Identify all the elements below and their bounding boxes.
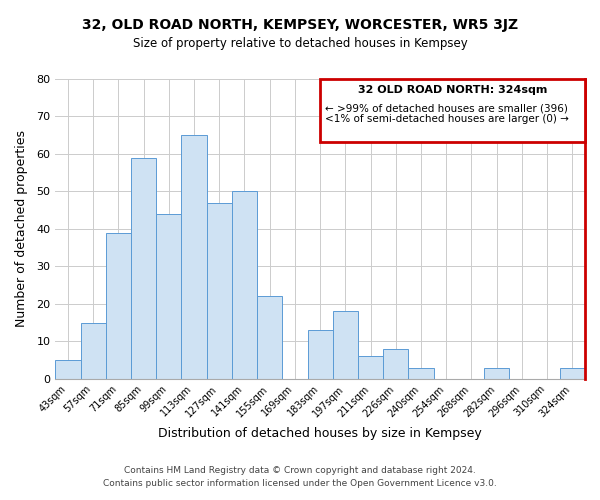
Bar bbox=[257, 296, 283, 379]
Bar bbox=[106, 232, 131, 379]
Bar bbox=[156, 214, 181, 379]
Bar bbox=[560, 368, 585, 379]
Bar bbox=[80, 322, 106, 379]
Bar bbox=[232, 192, 257, 379]
Bar bbox=[131, 158, 156, 379]
Bar bbox=[181, 135, 206, 379]
Text: <1% of semi-detached houses are larger (0) →: <1% of semi-detached houses are larger (… bbox=[325, 114, 569, 124]
Bar bbox=[206, 202, 232, 379]
Bar bbox=[358, 356, 383, 379]
Bar bbox=[55, 360, 80, 379]
Text: Size of property relative to detached houses in Kempsey: Size of property relative to detached ho… bbox=[133, 38, 467, 51]
Text: 32, OLD ROAD NORTH, KEMPSEY, WORCESTER, WR5 3JZ: 32, OLD ROAD NORTH, KEMPSEY, WORCESTER, … bbox=[82, 18, 518, 32]
Bar bbox=[383, 349, 409, 379]
X-axis label: Distribution of detached houses by size in Kempsey: Distribution of detached houses by size … bbox=[158, 427, 482, 440]
Bar bbox=[333, 312, 358, 379]
Text: 32 OLD ROAD NORTH: 324sqm: 32 OLD ROAD NORTH: 324sqm bbox=[358, 85, 547, 95]
Bar bbox=[308, 330, 333, 379]
Text: Contains HM Land Registry data © Crown copyright and database right 2024.
Contai: Contains HM Land Registry data © Crown c… bbox=[103, 466, 497, 487]
Text: ← >99% of detached houses are smaller (396): ← >99% of detached houses are smaller (3… bbox=[325, 103, 568, 113]
Bar bbox=[409, 368, 434, 379]
Bar bbox=[484, 368, 509, 379]
Y-axis label: Number of detached properties: Number of detached properties bbox=[15, 130, 28, 328]
